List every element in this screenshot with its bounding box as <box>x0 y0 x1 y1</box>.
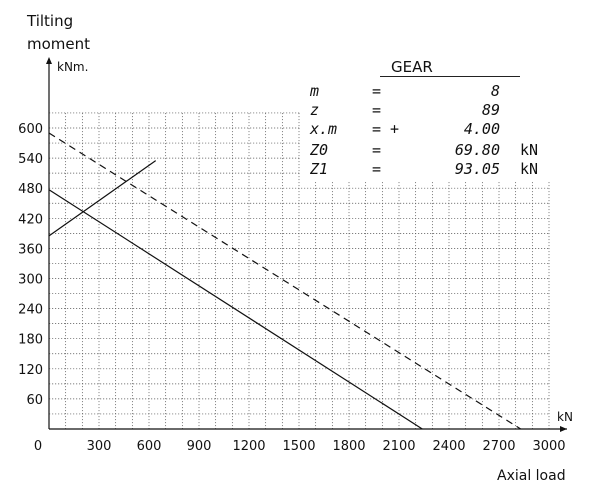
legend-eq: = <box>372 101 382 119</box>
x-tick-label: 2100 <box>382 439 415 454</box>
legend-row-m: m = 8 <box>310 82 550 101</box>
legend-key: Z0 <box>310 141 329 159</box>
legend-key: m <box>310 82 320 100</box>
legend-heading-underline <box>380 76 520 77</box>
y-tick-label: 240 <box>18 303 43 318</box>
y-axis-arrow <box>46 57 52 64</box>
y-tick-label: 180 <box>18 333 43 348</box>
y-tick-label: 540 <box>18 152 43 167</box>
y-tick-label: 360 <box>18 242 43 257</box>
legend-eq: = <box>372 160 382 178</box>
legend-eq: = + <box>372 120 400 138</box>
y-axis-title-line2: moment <box>27 35 91 53</box>
legend-key: x.m <box>310 120 338 138</box>
x-axis-unit: kN <box>557 410 573 424</box>
x-tick-label: 900 <box>187 439 212 454</box>
x-tick-label: 300 <box>87 439 112 454</box>
x-axis-arrow <box>560 426 567 432</box>
legend-eq: = <box>372 82 382 100</box>
y-tick-label: 300 <box>18 273 43 288</box>
series-line-3 <box>48 160 157 237</box>
x-tick-label: 1200 <box>232 439 265 454</box>
y-tick-label: 60 <box>26 393 43 408</box>
legend-unit: kN <box>520 141 539 159</box>
series-line-1 <box>48 189 423 430</box>
legend-value: 89 <box>481 101 500 119</box>
x-tick-label: 1500 <box>282 439 315 454</box>
legend-value: 69.80 <box>454 141 500 159</box>
x-tick-label: 3000 <box>532 439 565 454</box>
legend-row-z1: Z1 = 93.05 kN <box>310 160 550 179</box>
legend-value: 93.05 <box>454 160 500 178</box>
legend-value: 8 <box>490 82 500 100</box>
legend-key: Z1 <box>310 160 329 178</box>
legend-row-z: z = 89 <box>310 101 550 120</box>
y-tick-label: 420 <box>18 212 43 227</box>
legend-row-xm: x.m = + 4.00 <box>310 120 550 139</box>
tick-labels: 0 300 600 900 1200 1500 1800 2100 2400 2700 3000 60… <box>18 122 565 454</box>
x-tick-label: 600 <box>137 439 162 454</box>
x-axis-title: Axial load <box>497 468 566 484</box>
series-line-2 <box>48 132 522 430</box>
legend-eq: = <box>372 141 382 159</box>
y-tick-label: 480 <box>18 182 43 197</box>
y-tick-label: 120 <box>18 363 43 378</box>
x-tick-label: 2400 <box>432 439 465 454</box>
y-tick-label: 600 <box>18 122 43 137</box>
legend-unit: kN <box>520 160 539 178</box>
axes <box>46 57 567 432</box>
x-tick-label: 0 <box>34 439 42 454</box>
legend-key: z <box>310 101 320 119</box>
legend-row-z0: Z0 = 69.80 kN <box>310 141 550 160</box>
x-tick-label: 2700 <box>482 439 515 454</box>
legend-heading: GEAR <box>391 58 433 76</box>
y-axis-title-line1: Tilting <box>27 12 74 30</box>
series-lines <box>48 132 522 430</box>
y-axis-unit: kNm. <box>57 60 89 74</box>
gear-legend: GEAR m = 8 z = 89 x.m = + 4.00 Z0 = 69.8… <box>300 58 550 182</box>
legend-value: 4.00 <box>463 120 500 138</box>
grid <box>48 112 550 430</box>
x-tick-label: 1800 <box>332 439 365 454</box>
